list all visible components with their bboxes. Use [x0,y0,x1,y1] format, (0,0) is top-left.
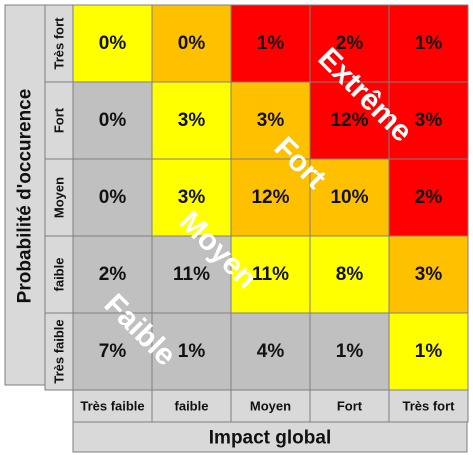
heatmap-cell [388,81,469,160]
x-tick-labels: Très faible faible Moyen Fort Très fort [72,389,469,423]
heatmap-cell [230,81,311,160]
heatmap-cell [151,312,232,391]
cell-value: 10% [330,187,368,208]
cell-value: 1% [336,341,364,362]
heatmap-cell [309,4,390,83]
x-tick-label: Moyen [250,399,291,414]
y-tick-label: Moyen [52,177,67,218]
heatmap-cell [388,312,469,391]
heatmap-cell [309,235,390,314]
heatmap-cell [151,235,232,314]
x-tick-box [388,389,469,423]
heatmap-cell [72,4,153,83]
heatmap-cells: 0% 0% 1% 2% 1% 0% 3% 3% 12% 3% 0% 3% 12% 10% 2% 2% 11% 11… [72,4,469,391]
y-tick-label: faible [52,258,67,292]
cell-value: 2% [336,33,364,54]
x-tick-box [72,389,153,423]
heatmap-cell [309,312,390,391]
heatmap-cell [388,235,469,314]
heatmap-cell [151,4,232,83]
heatmap-cell [151,158,232,237]
x-tick-label: Fort [337,399,363,414]
heatmap-cell [309,158,390,237]
cell-value: 8% [336,264,364,285]
y-tick-box [44,312,74,391]
cell-value: 2% [99,264,127,285]
heatmap-cell [309,81,390,160]
y-tick-label: Très faible [52,319,67,383]
cell-value: 0% [99,33,127,54]
cell-value: 1% [257,33,285,54]
heatmap-cell [230,158,311,237]
x-tick-box [151,389,232,423]
x-tick-box [230,389,311,423]
y-tick-label: Fort [52,107,67,133]
cell-value: 11% [252,264,289,285]
y-tick-labels: Très fort Fort Moyen faible Très faible [44,4,74,391]
cell-value: 3% [415,264,443,285]
cell-value: 7% [99,341,127,362]
cell-value: 0% [99,110,127,131]
cell-value: 12% [251,187,289,208]
cell-value: 2% [415,187,443,208]
heatmap-cell [388,4,469,83]
y-tick-label: Très fort [52,17,67,70]
x-tick-label: Très fort [402,399,455,414]
x-tick-label: Très faible [80,399,144,414]
cell-value: 1% [415,341,443,362]
cell-value: 3% [415,110,443,131]
cell-value: 3% [257,110,285,131]
cell-value: 4% [257,341,285,362]
y-axis-title: Probabilité d'occurence [15,89,36,304]
cell-value: 3% [178,110,206,131]
cell-value: 0% [178,33,206,54]
cell-value: 12% [330,110,368,131]
x-axis-title: Impact global [209,428,331,449]
heatmap-cell [72,81,153,160]
cell-value: 1% [415,33,443,54]
cell-value: 3% [178,187,206,208]
x-axis-title-panel [72,421,468,453]
heatmap-cell [388,158,469,237]
cell-value: 0% [99,187,127,208]
cell-value: 1% [178,341,206,362]
y-axis-title-panel [4,4,46,386]
x-tick-label: faible [175,399,209,414]
y-tick-box [44,235,74,314]
heatmap-cell [72,158,153,237]
cell-value: 11% [173,264,210,285]
heatmap-cell [151,81,232,160]
